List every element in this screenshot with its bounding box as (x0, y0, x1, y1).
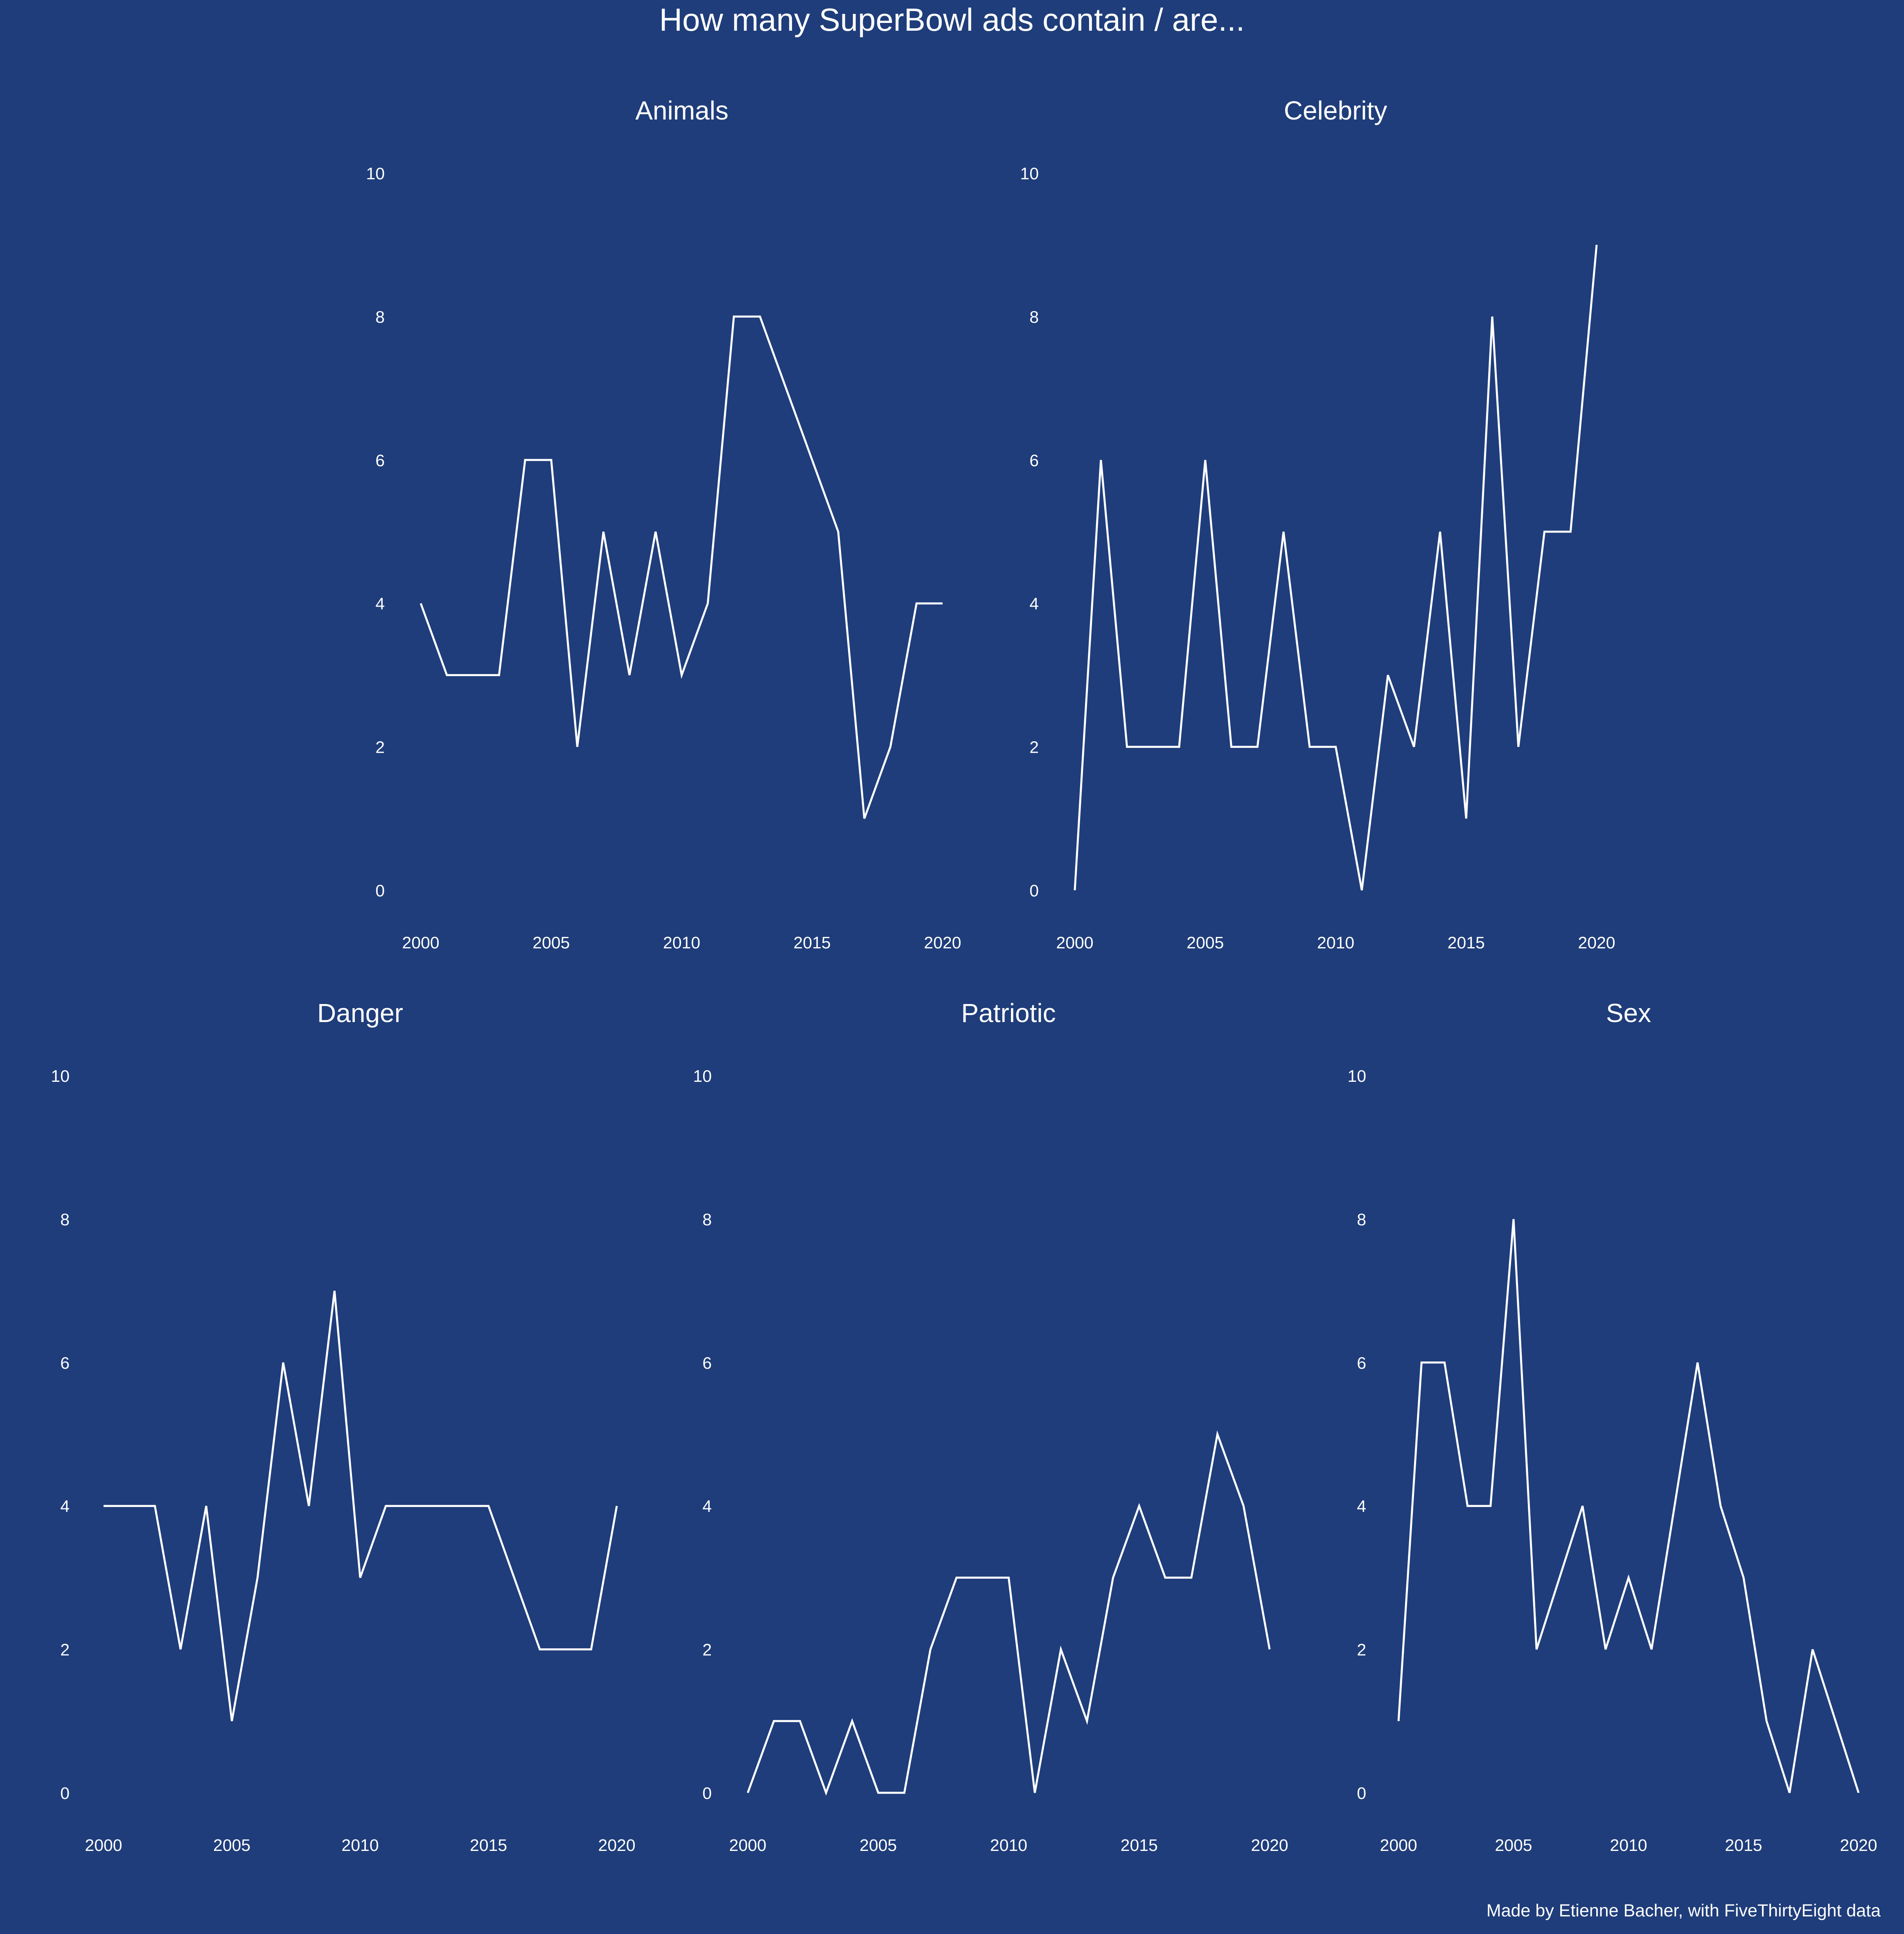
figure-caption: Made by Etienne Bacher, with FiveThirtyE… (1487, 1901, 1881, 1920)
x-tick-label: 2020 (1251, 1836, 1288, 1855)
y-tick-label: 4 (1029, 594, 1039, 613)
panel-animals: Animals 0 2 4 6 8 10 2000 2005 2010 2015 2020 (366, 96, 961, 952)
x-tick-label: 2000 (1056, 933, 1093, 952)
series-line-patriotic (747, 1430, 1271, 1796)
x-tick-label: 2010 (341, 1836, 379, 1855)
x-tick-label: 2020 (1840, 1836, 1877, 1855)
y-tick-label: 6 (702, 1354, 712, 1372)
y-tick-label: 4 (702, 1497, 712, 1516)
series-line-celebrity (1074, 244, 1598, 891)
x-tick-label: 2010 (663, 933, 700, 952)
y-tick-label: 10 (1020, 164, 1039, 183)
x-tick-label: 2005 (860, 1836, 897, 1855)
y-tick-label: 6 (1357, 1354, 1366, 1372)
y-tick-label: 8 (375, 307, 385, 326)
y-tick-label: 10 (51, 1067, 70, 1085)
y-tick-label: 0 (1029, 881, 1039, 900)
x-tick-label: 2015 (1725, 1836, 1762, 1855)
panel-patriotic: Patriotic 0 2 4 6 8 10 2000 2005 2010 2015 2020 (693, 998, 1288, 1855)
y-tick-label: 8 (1357, 1210, 1366, 1229)
panel-title-sex: Sex (1606, 998, 1651, 1028)
y-tick-label: 2 (60, 1641, 70, 1659)
x-tick-label: 2005 (213, 1836, 250, 1855)
series-line-sex (1397, 1219, 1860, 1793)
panel-title-celebrity: Celebrity (1284, 96, 1387, 125)
x-tick-label: 2000 (729, 1836, 766, 1855)
y-tick-label: 2 (375, 738, 385, 757)
y-tick-label: 10 (693, 1067, 712, 1085)
y-tick-label: 8 (702, 1210, 712, 1229)
panel-danger: Danger 0 2 4 6 8 10 2000 2005 2010 2015 2020 (51, 998, 635, 1855)
x-tick-label: 2010 (990, 1836, 1027, 1855)
x-tick-label: 2015 (1121, 1836, 1158, 1855)
panel-title-patriotic: Patriotic (961, 998, 1056, 1028)
panel-title-danger: Danger (317, 998, 403, 1028)
y-tick-label: 8 (60, 1210, 70, 1229)
y-tick-label: 4 (1357, 1497, 1366, 1516)
y-tick-label: 0 (60, 1784, 70, 1803)
y-tick-label: 4 (375, 594, 385, 613)
y-tick-label: 10 (366, 164, 385, 183)
figure-title: How many SuperBowl ads contain / are... (659, 2, 1245, 38)
y-tick-label: 2 (1029, 738, 1039, 757)
x-tick-label: 2000 (1380, 1836, 1417, 1855)
y-tick-label: 10 (1347, 1067, 1366, 1085)
x-tick-label: 2020 (598, 1836, 635, 1855)
y-tick-label: 6 (60, 1354, 70, 1372)
y-tick-label: 6 (375, 451, 385, 470)
y-tick-label: 6 (1029, 451, 1039, 470)
x-tick-label: 2010 (1610, 1836, 1647, 1855)
y-tick-label: 2 (702, 1641, 712, 1659)
x-tick-label: 2010 (1317, 933, 1354, 952)
y-tick-label: 8 (1029, 307, 1039, 326)
series-line-danger (104, 1291, 618, 1722)
y-tick-label: 0 (702, 1784, 712, 1803)
panel-title-animals: Animals (635, 96, 729, 125)
x-tick-label: 2005 (1187, 933, 1224, 952)
series-line-animals (420, 315, 943, 819)
x-tick-label: 2000 (402, 933, 439, 952)
x-tick-label: 2015 (794, 933, 831, 952)
x-tick-label: 2005 (1495, 1836, 1532, 1855)
x-tick-label: 2020 (1578, 933, 1615, 952)
x-tick-label: 2015 (470, 1836, 507, 1855)
x-tick-label: 2020 (924, 933, 961, 952)
x-tick-label: 2005 (532, 933, 570, 952)
y-tick-label: 0 (375, 881, 385, 900)
x-tick-label: 2015 (1448, 933, 1485, 952)
y-tick-label: 4 (60, 1497, 70, 1516)
x-tick-label: 2000 (85, 1836, 122, 1855)
panel-sex: Sex 0 2 4 6 8 10 2000 2005 2010 2015 2020 (1347, 998, 1877, 1855)
y-tick-label: 2 (1357, 1641, 1366, 1659)
y-tick-label: 0 (1357, 1784, 1366, 1803)
panel-celebrity: Celebrity 0 2 4 6 8 10 2000 2005 2010 2015 2020 (1020, 96, 1615, 952)
